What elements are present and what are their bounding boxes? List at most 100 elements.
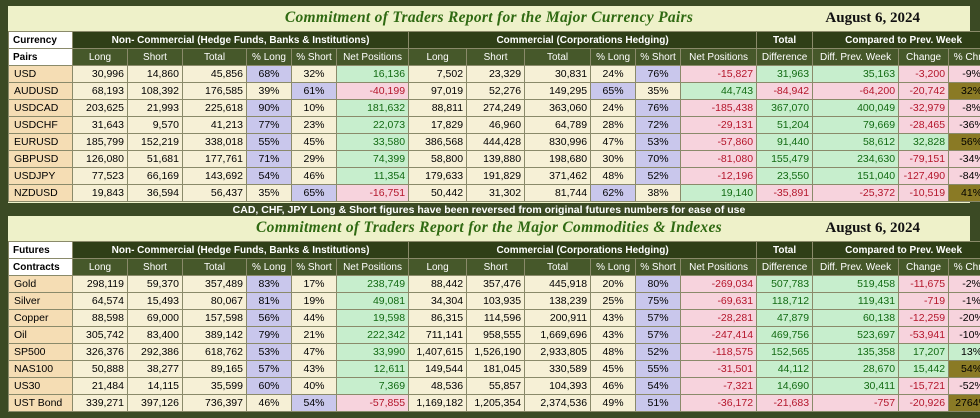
net-cell: -57,860 <box>680 133 758 151</box>
table-row: USDCHF 31,643 9,570 41,213 77% 23% 22,073 17,82… <box>8 116 980 134</box>
currency-subheader-noncomm-pct-long: % Long <box>246 48 292 66</box>
commodities-noncommercial-header: Non- Commercial (Hedge Funds, Banks & In… <box>71 241 410 259</box>
net-cell: 119,431 <box>812 292 900 310</box>
pct-cell: 71% <box>246 150 292 168</box>
commodities-subheader-pct-change: % Chng <box>948 258 980 276</box>
row-name: Copper <box>8 309 73 327</box>
table-cell: 1,526,190 <box>466 343 526 361</box>
commodities-title-bar: Commitment of Traders Report for the Maj… <box>8 216 970 241</box>
net-cell: 400,049 <box>812 99 900 117</box>
currency-subheader-noncomm-pct-short: % Short <box>291 48 337 66</box>
currency-row-label-1: Currency <box>8 31 73 49</box>
currency-table-body: USD 30,996 14,860 45,856 68% 32% 16,136 7,502 23… <box>8 65 980 202</box>
table-cell: 114,596 <box>466 309 526 327</box>
net-cell: -84,942 <box>756 82 814 100</box>
row-name: Silver <box>8 292 73 310</box>
table-cell: 397,126 <box>127 394 183 412</box>
pct-cell: 90% <box>246 99 292 117</box>
table-cell: 51,681 <box>127 150 183 168</box>
pct-change-cell: -8% <box>948 99 980 117</box>
net-cell: -36,172 <box>680 394 758 412</box>
table-cell: 64,574 <box>72 292 128 310</box>
net-cell: 367,070 <box>756 99 814 117</box>
net-cell: -40,199 <box>335 82 410 100</box>
commodities-subheader-noncomm-net: Net Positions <box>335 258 410 276</box>
net-cell: 28,670 <box>812 360 900 378</box>
commodities-group-header-row: Futures Non- Commercial (Hedge Funds, Ba… <box>8 241 980 259</box>
net-cell: -3,200 <box>898 65 950 83</box>
pct-cell: 38% <box>635 184 682 202</box>
currency-noncommercial-header: Non- Commercial (Hedge Funds, Banks & In… <box>71 31 410 49</box>
table-cell: 711,141 <box>408 326 468 344</box>
net-cell: 519,458 <box>812 275 900 293</box>
table-cell: 357,476 <box>466 275 526 293</box>
pct-cell: 52% <box>635 167 682 185</box>
table-cell: 108,392 <box>127 82 183 100</box>
table-cell: 80,067 <box>182 292 247 310</box>
net-cell: -11,675 <box>898 275 950 293</box>
pct-cell: 76% <box>635 99 682 117</box>
commodities-subheader-comm-long: Long <box>408 258 468 276</box>
net-cell: 60,138 <box>812 309 900 327</box>
pct-change-cell: 56% <box>948 133 980 151</box>
net-cell: -185,438 <box>680 99 758 117</box>
table-cell: 64,789 <box>524 116 592 134</box>
commodities-table-body: Gold 298,119 59,370 357,489 83% 17% 238,749 88,… <box>8 275 980 412</box>
pct-cell: 72% <box>635 116 682 134</box>
currency-subheader-pct-change: % Chng <box>948 48 980 66</box>
table-cell: 88,442 <box>408 275 468 293</box>
net-cell: -32,979 <box>898 99 950 117</box>
pct-cell: 49% <box>590 394 637 412</box>
pct-cell: 35% <box>635 82 682 100</box>
row-name: USDJPY <box>8 167 73 185</box>
currency-subheader-comm-short: Short <box>466 48 526 66</box>
net-cell: -53,941 <box>898 326 950 344</box>
pct-cell: 21% <box>291 326 337 344</box>
table-cell: 179,633 <box>408 167 468 185</box>
pct-cell: 57% <box>635 309 682 327</box>
pct-cell: 45% <box>590 360 637 378</box>
table-cell: 2,933,805 <box>524 343 592 361</box>
table-cell: 363,060 <box>524 99 592 117</box>
table-cell: 386,568 <box>408 133 468 151</box>
net-cell: -35,891 <box>756 184 814 202</box>
table-cell: 9,570 <box>127 116 183 134</box>
table-cell: 338,018 <box>182 133 247 151</box>
table-cell: 23,329 <box>466 65 526 83</box>
pct-change-cell: -36% <box>948 116 980 134</box>
table-cell: 298,119 <box>72 275 128 293</box>
net-cell: 23,550 <box>756 167 814 185</box>
pct-cell: 53% <box>635 133 682 151</box>
currency-total-header: Total <box>756 31 814 49</box>
net-cell: 47,879 <box>756 309 814 327</box>
pct-cell: 65% <box>291 184 337 202</box>
pct-change-cell: -9% <box>948 65 980 83</box>
currency-subheader-noncomm-total: Total <box>182 48 247 66</box>
table-cell: 1,205,354 <box>466 394 526 412</box>
net-cell: -16,751 <box>335 184 410 202</box>
pct-cell: 25% <box>590 292 637 310</box>
pct-cell: 57% <box>635 326 682 344</box>
table-cell: 126,080 <box>72 150 128 168</box>
table-cell: 176,585 <box>182 82 247 100</box>
table-cell: 1,669,696 <box>524 326 592 344</box>
table-cell: 48,536 <box>408 377 468 395</box>
pct-cell: 76% <box>635 65 682 83</box>
net-cell: -15,827 <box>680 65 758 83</box>
pct-cell: 81% <box>246 292 292 310</box>
pct-change-cell: -10% <box>948 326 980 344</box>
table-cell: 152,219 <box>127 133 183 151</box>
currency-subheader-total-difference: Difference <box>756 48 814 66</box>
commodities-compared-header: Compared to Prev. Week <box>812 241 980 259</box>
net-cell: 91,440 <box>756 133 814 151</box>
pct-cell: 54% <box>635 377 682 395</box>
table-cell: 55,857 <box>466 377 526 395</box>
currency-subheader-row: Pairs Long Short Total% Long% Short Net Pos… <box>8 48 980 66</box>
table-cell: 326,376 <box>72 343 128 361</box>
net-cell: 507,783 <box>756 275 814 293</box>
pct-cell: 24% <box>590 99 637 117</box>
commodities-subheader-comm-short: Short <box>466 258 526 276</box>
net-cell: 79,669 <box>812 116 900 134</box>
table-row: US30 21,484 14,115 35,599 60% 40% 7,369 48,536 5… <box>8 377 980 395</box>
table-cell: 68,193 <box>72 82 128 100</box>
